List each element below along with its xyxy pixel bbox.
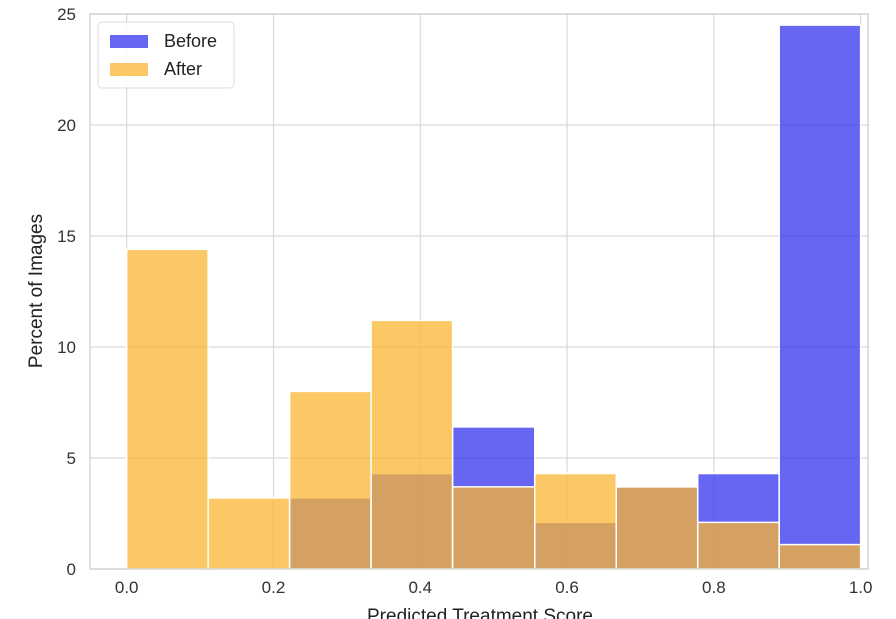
legend-label-after: After [164, 59, 202, 79]
bars [125, 24, 862, 570]
legend-swatch-after [110, 63, 148, 76]
x-axis-label: Predicted Treatment Score [367, 606, 593, 619]
x-tick-label: 1.0 [849, 578, 873, 597]
x-tick-label: 0.2 [262, 578, 286, 597]
legend-label-before: Before [164, 31, 217, 51]
plot-frame [89, 13, 869, 570]
y-tick-label: 0 [67, 560, 76, 579]
grid [90, 13, 868, 570]
y-tick-label: 10 [57, 338, 76, 357]
y-tick-label: 5 [67, 449, 76, 468]
legend-swatch-before [110, 35, 148, 48]
bar-before [778, 24, 862, 570]
bar-after [370, 319, 454, 570]
bar-after [696, 521, 780, 570]
y-axis-label: Percent of Images [26, 214, 47, 368]
x-tick-label: 0.0 [115, 578, 139, 597]
bar-after [207, 497, 291, 570]
y-tick-label: 20 [57, 116, 76, 135]
legend: Before After [97, 21, 235, 89]
bar-after [615, 486, 699, 570]
y-tick-label: 25 [57, 5, 76, 24]
x-tick-label: 0.4 [408, 578, 432, 597]
x-tick-label: 0.8 [702, 578, 726, 597]
tick-labels: 0.0 0.2 0.4 0.6 0.8 1.0 0 5 10 15 20 25 [57, 5, 872, 597]
bar-after [451, 486, 536, 570]
plot-border [89, 13, 869, 570]
bar-after [125, 248, 209, 570]
bar-after [288, 390, 372, 570]
series-after [125, 248, 862, 570]
bar-after [778, 543, 862, 570]
bar-after [534, 472, 618, 570]
x-tick-label: 0.6 [555, 578, 579, 597]
y-tick-label: 15 [57, 227, 76, 246]
